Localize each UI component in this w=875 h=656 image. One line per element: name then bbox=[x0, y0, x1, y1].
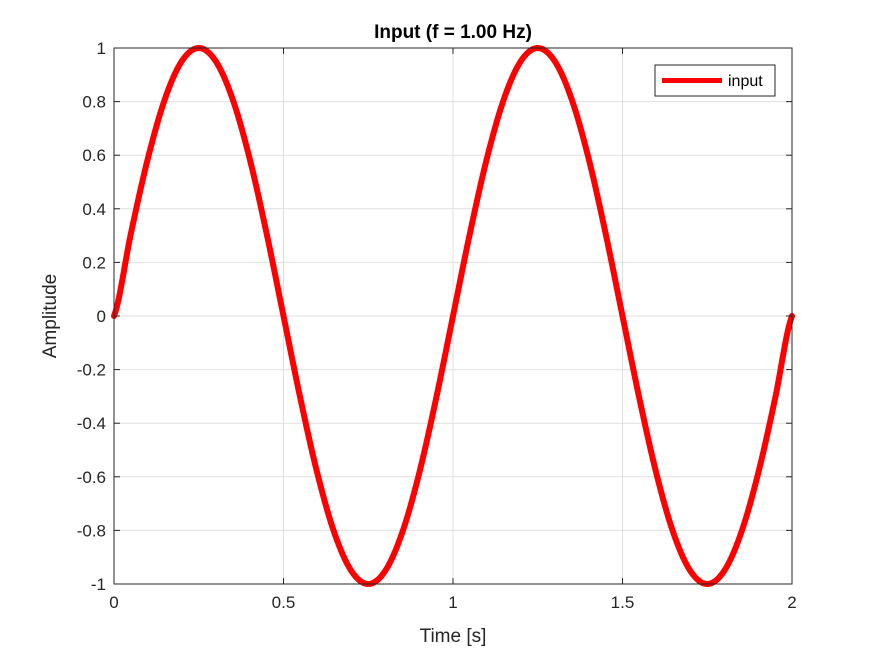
x-tick-label: 0.5 bbox=[272, 593, 296, 612]
x-tick-label: 0 bbox=[109, 593, 118, 612]
legend-label: input bbox=[728, 73, 763, 90]
y-tick-label: 0 bbox=[97, 307, 106, 326]
legend: input bbox=[654, 64, 776, 97]
x-tick-label: 1 bbox=[448, 593, 457, 612]
y-tick-label: 1 bbox=[97, 39, 106, 58]
y-tick-label: -0.6 bbox=[77, 468, 106, 487]
chart-title: Input (f = 1.00 Hz) bbox=[374, 22, 532, 43]
x-axis-label: Time [s] bbox=[420, 626, 487, 647]
y-tick-label: -1 bbox=[91, 575, 106, 594]
y-tick-label: -0.4 bbox=[77, 414, 106, 433]
y-axis-label: Amplitude bbox=[40, 274, 61, 359]
y-tick-label: -0.2 bbox=[77, 361, 106, 380]
y-tick-labels: -1 -0.8 -0.6 -0.4 -0.2 0 0.2 0.4 0.6 0.8 1 bbox=[77, 39, 106, 594]
series-layer bbox=[111, 45, 795, 587]
series-line-input bbox=[111, 45, 795, 587]
y-tick-label: 0.4 bbox=[82, 200, 106, 219]
tick-marks bbox=[113, 47, 793, 585]
y-tick-label: 0.6 bbox=[82, 146, 106, 165]
x-tick-labels: 0 0.5 1 1.5 2 bbox=[109, 593, 796, 612]
y-tick-label: -0.8 bbox=[77, 521, 106, 540]
y-tick-label: 0.8 bbox=[82, 93, 106, 112]
x-tick-label: 2 bbox=[787, 593, 796, 612]
y-tick-label: 0.2 bbox=[82, 253, 106, 272]
x-tick-label: 1.5 bbox=[611, 593, 635, 612]
